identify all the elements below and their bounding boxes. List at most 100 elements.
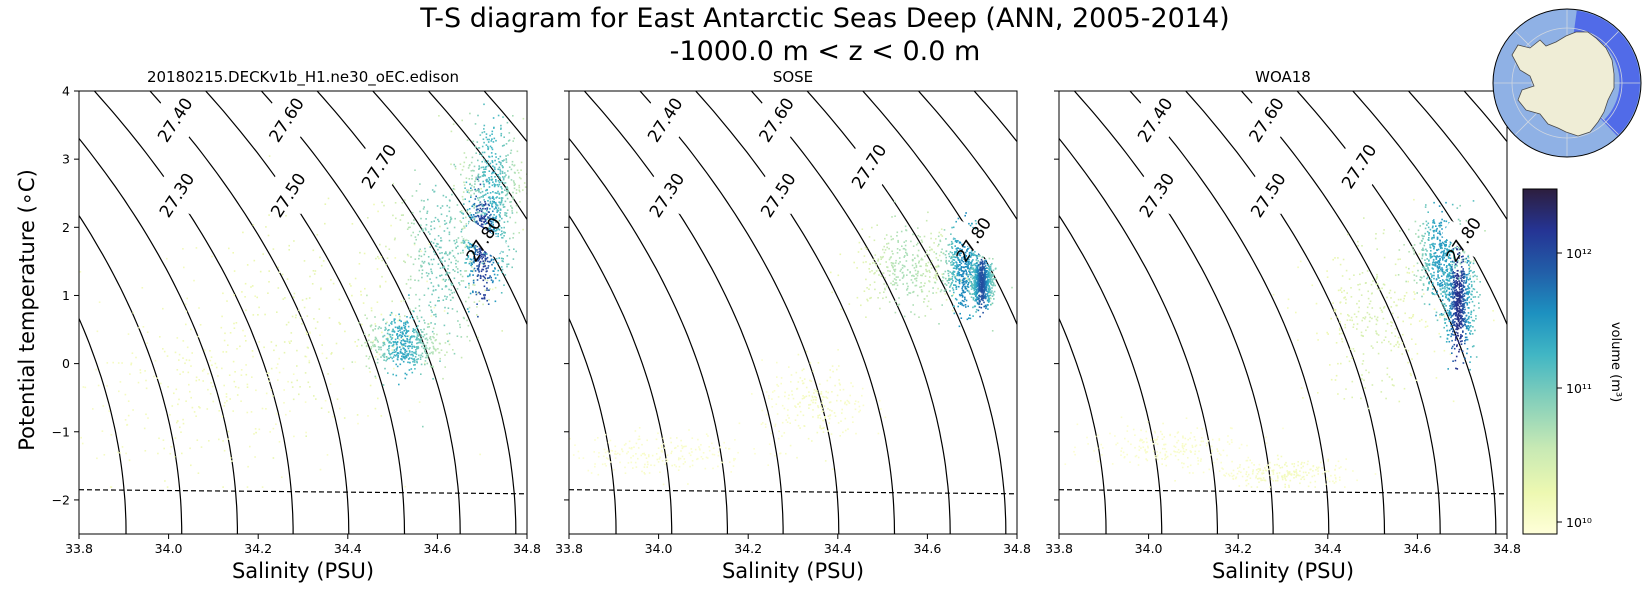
volume-point (934, 281, 937, 284)
volume-point (478, 257, 480, 260)
volume-point (954, 237, 956, 240)
volume-point (1365, 329, 1367, 332)
volume-point (894, 282, 896, 284)
volume-point (1174, 446, 1177, 448)
volume-point (1153, 438, 1155, 441)
volume-point (423, 328, 425, 331)
volume-point (962, 290, 965, 292)
volume-point (502, 176, 504, 178)
volume-point (643, 466, 646, 468)
volume-point (405, 373, 408, 376)
volume-point (938, 243, 940, 246)
volume-point (478, 168, 480, 170)
volume-point (1197, 459, 1200, 462)
volume-point (474, 180, 476, 183)
volume-point (484, 208, 487, 210)
volume-point (497, 114, 500, 117)
volume-point (1217, 450, 1219, 452)
volume-point (956, 249, 959, 252)
volume-point (483, 128, 485, 130)
volume-point (467, 296, 470, 299)
volume-point (437, 296, 440, 299)
volume-point (484, 274, 487, 276)
volume-point (1183, 450, 1186, 453)
volume-point (397, 356, 399, 358)
volume-point (498, 214, 501, 216)
volume-point (848, 303, 851, 305)
volume-point (981, 298, 983, 300)
volume-point (948, 260, 950, 262)
volume-point (176, 420, 179, 422)
volume-point (1290, 474, 1293, 476)
volume-point (552, 445, 554, 447)
volume-point (971, 268, 973, 270)
volume-point (708, 449, 711, 452)
volume-point (1356, 328, 1358, 330)
volume-point (425, 272, 428, 274)
volume-point (361, 323, 363, 326)
volume-point (511, 160, 514, 163)
volume-point (306, 315, 309, 317)
volume-point (903, 265, 905, 267)
volume-point (433, 220, 435, 222)
volume-point (250, 411, 253, 413)
volume-point (283, 402, 285, 404)
volume-point (413, 346, 416, 348)
volume-point (696, 458, 698, 461)
volume-point (1338, 333, 1341, 335)
volume-point (367, 335, 370, 337)
volume-point (465, 223, 468, 225)
volume-point (42, 464, 44, 466)
volume-point (382, 344, 384, 347)
volume-point (924, 255, 926, 258)
volume-point (1345, 302, 1347, 304)
volume-point (464, 239, 467, 242)
x-tick-label: 33.8 (555, 541, 583, 556)
volume-point (1200, 440, 1203, 443)
volume-point (978, 303, 981, 305)
volume-point (977, 265, 979, 267)
volume-point (457, 237, 460, 239)
volume-point (471, 270, 474, 272)
volume-point (868, 236, 871, 238)
volume-point (937, 264, 940, 267)
volume-point (1293, 473, 1295, 476)
volume-point (406, 335, 409, 338)
volume-point (723, 441, 725, 444)
volume-point (512, 180, 515, 182)
volume-point (395, 351, 397, 353)
volume-point (375, 356, 377, 358)
volume-point (978, 274, 981, 277)
volume-point (474, 123, 477, 125)
volume-point (990, 269, 992, 272)
volume-point (430, 338, 432, 341)
volume-point (483, 261, 485, 264)
volume-point (1262, 472, 1265, 474)
volume-point (430, 225, 432, 227)
volume-point (1196, 427, 1199, 429)
volume-point (306, 333, 308, 335)
volume-point (175, 388, 178, 391)
volume-point (1142, 446, 1145, 448)
volume-point (831, 291, 833, 294)
volume-point (501, 199, 503, 202)
volume-point (414, 169, 416, 171)
volume-point (824, 460, 827, 462)
volume-point (971, 275, 974, 277)
volume-point (820, 427, 823, 430)
volume-point (290, 332, 293, 334)
volume-point (1386, 367, 1389, 369)
volume-point (482, 263, 485, 265)
volume-point (517, 172, 520, 174)
volume-point (296, 365, 298, 367)
volume-point (396, 337, 399, 340)
volume-point (370, 347, 372, 350)
volume-point (385, 359, 387, 362)
volume-point (915, 266, 918, 268)
volume-point (902, 247, 905, 250)
volume-point (477, 159, 479, 162)
volume-point (438, 115, 440, 117)
volume-point (441, 205, 444, 207)
volume-point (456, 268, 459, 270)
volume-point (199, 407, 201, 409)
